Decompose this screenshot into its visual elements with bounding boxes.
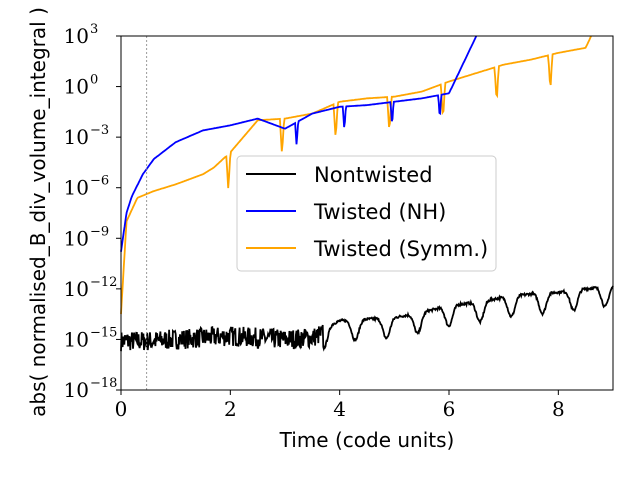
- y-tick-label: 10: [64, 378, 89, 402]
- legend-label: Twisted (NH): [313, 200, 446, 224]
- x-axis-ticks: 0 2 4 6 8: [115, 390, 565, 421]
- x-tick-label: 6: [443, 397, 456, 421]
- y-tick-label: 10: [64, 75, 89, 99]
- plot-frame: [120, 35, 614, 391]
- legend: Nontwisted Twisted (NH) Twisted (Symm.): [236, 155, 497, 272]
- legend-box: [236, 155, 497, 272]
- y-tick-exponent: −12: [90, 275, 117, 290]
- y-tick-exponent: −9: [90, 224, 109, 239]
- x-tick-label: 4: [333, 397, 346, 421]
- y-tick-exponent: −18: [90, 376, 117, 391]
- y-tick-exponent: 3: [90, 22, 98, 37]
- x-tick-label: 8: [552, 397, 565, 421]
- y-axis-label: abs( normalised_B_div_volume_integral ): [26, 7, 50, 417]
- x-tick-label: 0: [115, 397, 128, 421]
- plot-lines: [120, 35, 614, 352]
- legend-label: Twisted (Symm.): [313, 237, 488, 261]
- series-line-1: [120, 35, 478, 252]
- series-line-0: [120, 285, 614, 352]
- y-tick-label: 10: [64, 176, 89, 200]
- x-axis-label: Time (code units): [279, 428, 455, 452]
- y-tick-label: 10: [64, 327, 89, 351]
- y-tick-exponent: 0: [90, 73, 98, 88]
- y-tick-label: 10: [64, 125, 89, 149]
- y-tick-label: 10: [64, 226, 89, 250]
- y-tick-exponent: −3: [90, 123, 109, 138]
- series-line-2: [120, 35, 592, 315]
- y-tick-label: 10: [64, 277, 89, 301]
- legend-label: Nontwisted: [314, 163, 433, 187]
- y-tick-label: 10: [64, 24, 89, 48]
- y-tick-exponent: −6: [90, 174, 109, 189]
- x-tick-label: 2: [224, 397, 237, 421]
- y-tick-exponent: −15: [90, 325, 117, 340]
